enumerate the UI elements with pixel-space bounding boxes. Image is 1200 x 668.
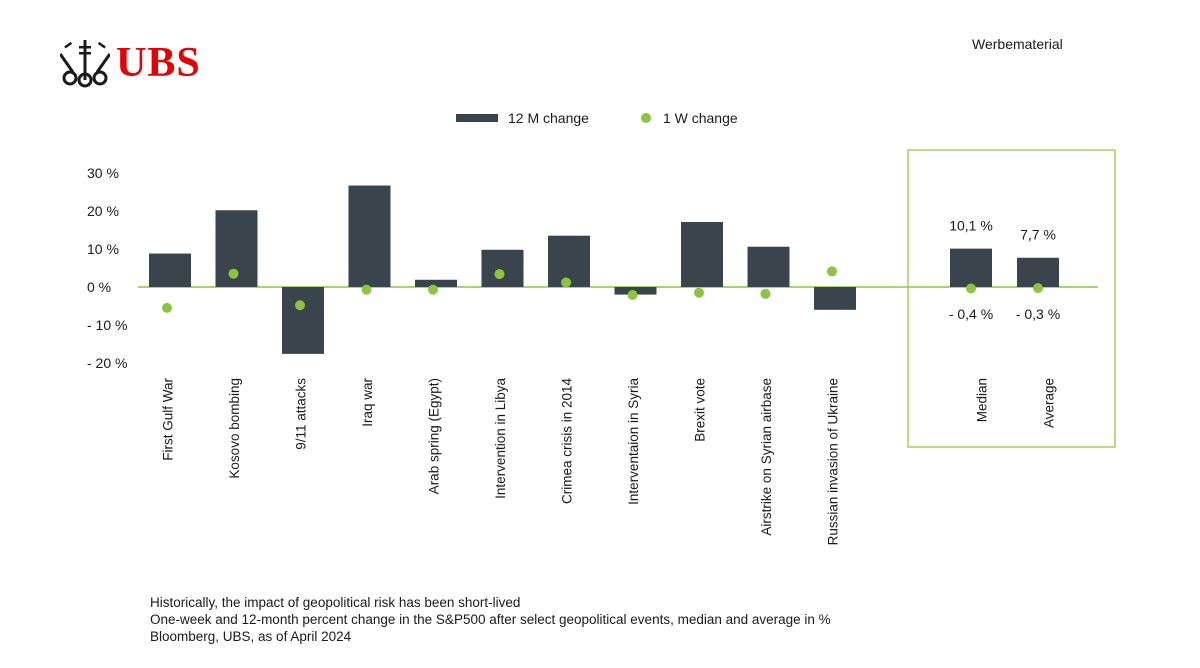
chart-legend: 12 M change 1 W change (456, 110, 738, 126)
keys-logo-icon (60, 40, 110, 88)
legend-bar-swatch (456, 114, 498, 122)
legend-dot-swatch (640, 113, 651, 123)
legend-dot-label: 1 W change (662, 110, 738, 126)
summary-1w-value-label: - 0,4 % (949, 306, 993, 322)
dot-1w (694, 287, 704, 298)
summary-dot-1w (1033, 283, 1043, 294)
caption-title: Historically, the impact of geopolitical… (150, 595, 521, 610)
dot-1w (428, 284, 438, 295)
document-label: Werbematerial (972, 36, 1063, 52)
summary-bar-12m (1017, 257, 1059, 287)
caption-subtitle: One-week and 12-month percent change in … (150, 612, 831, 627)
summary-12m-value-label: 10,1 % (949, 218, 993, 234)
category-label: Iraq war (360, 378, 375, 427)
bar-12m (348, 185, 391, 287)
category-label: Kosovo bombing (227, 378, 242, 479)
y-tick-label: - 10 % (87, 317, 127, 333)
category-label: Brexit vote (693, 378, 708, 442)
dot-1w (361, 284, 372, 295)
bar-12m (681, 222, 723, 287)
summary-dot-1w (966, 283, 976, 294)
bar-12m (814, 287, 856, 310)
dot-1w (627, 289, 638, 300)
summary-box (907, 149, 1116, 448)
dot-1w (827, 266, 837, 277)
category-label: Intervention in Libya (493, 378, 508, 499)
dot-1w (561, 277, 571, 288)
bar-chart: 30 % 20 % 10 % 0 % - 10 % - 20 % First Gulf Wa… (87, 149, 1116, 545)
dot-1w (494, 269, 505, 280)
dot-1w (760, 288, 771, 299)
category-label: First Gulf War (161, 377, 176, 460)
summary-category-label: Average (1042, 378, 1057, 428)
category-label: Airstrike on Syrian airbase (759, 378, 774, 536)
category-label: Interventaion in Syria (626, 378, 641, 505)
caption-source: Bloomberg, UBS, as of April 2024 (150, 629, 352, 644)
y-tick-label: - 20 % (87, 355, 127, 371)
y-tick-label: 10 % (87, 241, 119, 257)
category-label: Russian invasion of Ukraine (826, 378, 841, 545)
category-label: Crimea crisis in 2014 (560, 378, 575, 505)
bar-12m (747, 246, 790, 287)
summary-category-label: Median (975, 378, 990, 422)
dot-1w (295, 300, 305, 311)
y-tick-label: 0 % (87, 279, 111, 295)
legend-bar-label: 12 M change (508, 110, 589, 126)
y-tick-label: 20 % (87, 203, 119, 219)
brand-name: UBS (116, 40, 201, 86)
dot-1w (162, 302, 172, 313)
chart-caption: Historically, the impact of geopolitical… (150, 594, 831, 645)
summary-bar-12m (950, 248, 992, 287)
summary-1w-value-label: - 0,3 % (1016, 306, 1060, 322)
dot-1w (228, 268, 239, 279)
bar-12m (282, 287, 324, 354)
ubs-logo: UBS (60, 38, 201, 88)
bar-12m (614, 287, 657, 295)
y-tick-label: 30 % (87, 165, 119, 181)
category-label: Arab spring (Egypt) (427, 378, 442, 494)
category-label: 9/11 attacks (294, 378, 309, 450)
bar-12m (415, 279, 457, 287)
bar-12m (481, 249, 524, 287)
summary-12m-value-label: 7,7 % (1020, 227, 1056, 243)
bar-12m (149, 253, 191, 287)
